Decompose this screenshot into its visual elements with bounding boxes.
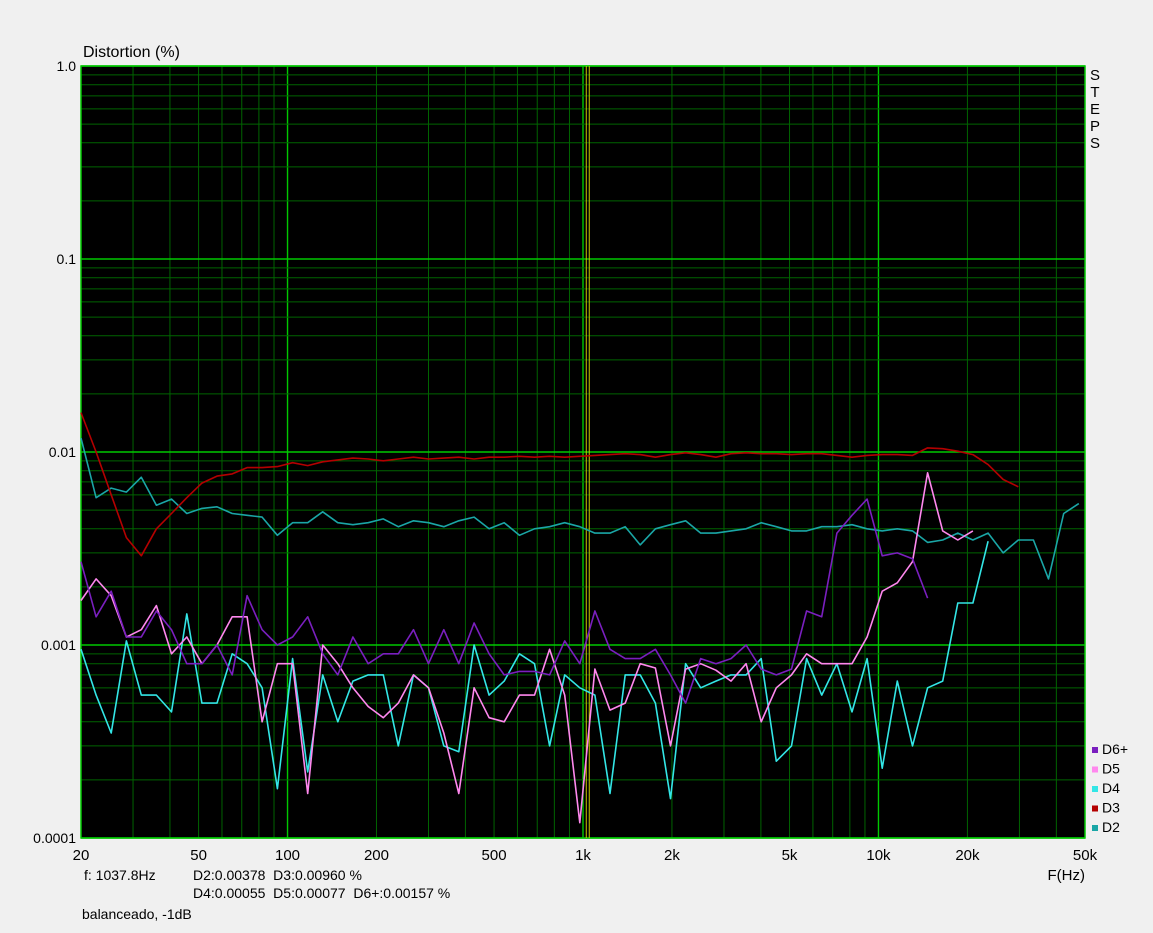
readout-line-2: D4:0.00055 D5:0.00077 D6+:0.00157 % [193, 885, 450, 901]
y-tick-labels: 1.0 0.1 0.01 0.001 0.0001 [33, 58, 76, 846]
series-line-d2 [80, 437, 1080, 580]
legend-swatch [1092, 786, 1098, 792]
legend-label: D6+ [1102, 741, 1128, 757]
x-axis-title: F(Hz) [1048, 867, 1086, 884]
x-tick-label: 10k [866, 847, 891, 864]
x-tick-label: 100 [275, 847, 300, 864]
y-tick-label: 1.0 [57, 58, 77, 74]
legend-swatch [1092, 747, 1098, 753]
series-line-d3 [80, 412, 1019, 557]
plot-border [80, 65, 1086, 839]
legend-label: D3 [1102, 800, 1120, 816]
x-tick-label: 20 [73, 847, 90, 864]
legend-label: D2 [1102, 819, 1120, 835]
x-tick-label: 2k [664, 847, 680, 864]
x-tick-labels: 20 50 100 200 500 1k 2k 5k 10k 20k 50k [73, 847, 1098, 864]
cursor-layer [585, 66, 590, 838]
x-tick-label: 5k [782, 847, 798, 864]
legend-label: D5 [1102, 761, 1120, 777]
series-line-d6-plus [80, 498, 929, 704]
y-tick-label: 0.1 [57, 251, 77, 267]
steps-letter[interactable]: P [1090, 118, 1100, 135]
x-tick-label: 50k [1073, 847, 1098, 864]
steps-letter[interactable]: S [1090, 67, 1100, 84]
series-line-d5 [80, 471, 974, 824]
y-axis-title: Distortion (%) [83, 44, 180, 61]
y-tick-label: 0.001 [41, 637, 76, 653]
x-tick-label: 500 [482, 847, 507, 864]
steps-letter[interactable]: S [1090, 135, 1100, 152]
x-tick-label: 50 [190, 847, 207, 864]
steps-letter[interactable]: E [1090, 101, 1100, 118]
y-tick-label: 0.0001 [33, 830, 76, 846]
legend-label: D4 [1102, 780, 1120, 796]
legend-swatch [1092, 805, 1098, 812]
legend: D6+ D5 D4 D3 D2 [1092, 741, 1128, 835]
y-tick-label: 0.01 [49, 444, 76, 460]
series-layer [80, 412, 1080, 824]
legend-swatch [1092, 825, 1098, 831]
x-tick-label: 200 [364, 847, 389, 864]
steps-letter[interactable]: T [1090, 84, 1099, 101]
readout-frequency: f: 1037.8Hz [84, 867, 156, 883]
legend-swatch [1092, 766, 1098, 773]
readout-line-1: D2:0.00378 D3:0.00960 % [193, 867, 362, 883]
caption: balanceado, -1dB [82, 906, 192, 922]
x-tick-label: 1k [575, 847, 591, 864]
x-tick-label: 20k [955, 847, 980, 864]
